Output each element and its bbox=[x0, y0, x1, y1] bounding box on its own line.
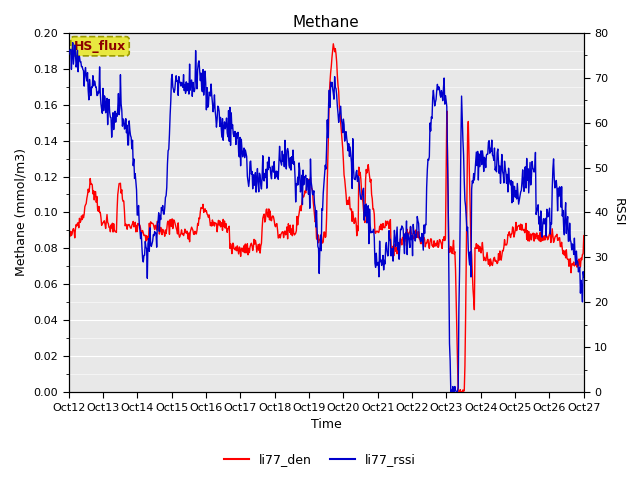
Y-axis label: RSSI: RSSI bbox=[612, 198, 625, 227]
Legend: li77_den, li77_rssi: li77_den, li77_rssi bbox=[219, 448, 421, 471]
Y-axis label: Methane (mmol/m3): Methane (mmol/m3) bbox=[15, 148, 28, 276]
X-axis label: Time: Time bbox=[311, 419, 342, 432]
Title: Methane: Methane bbox=[293, 15, 360, 30]
Text: HS_flux: HS_flux bbox=[74, 40, 126, 53]
